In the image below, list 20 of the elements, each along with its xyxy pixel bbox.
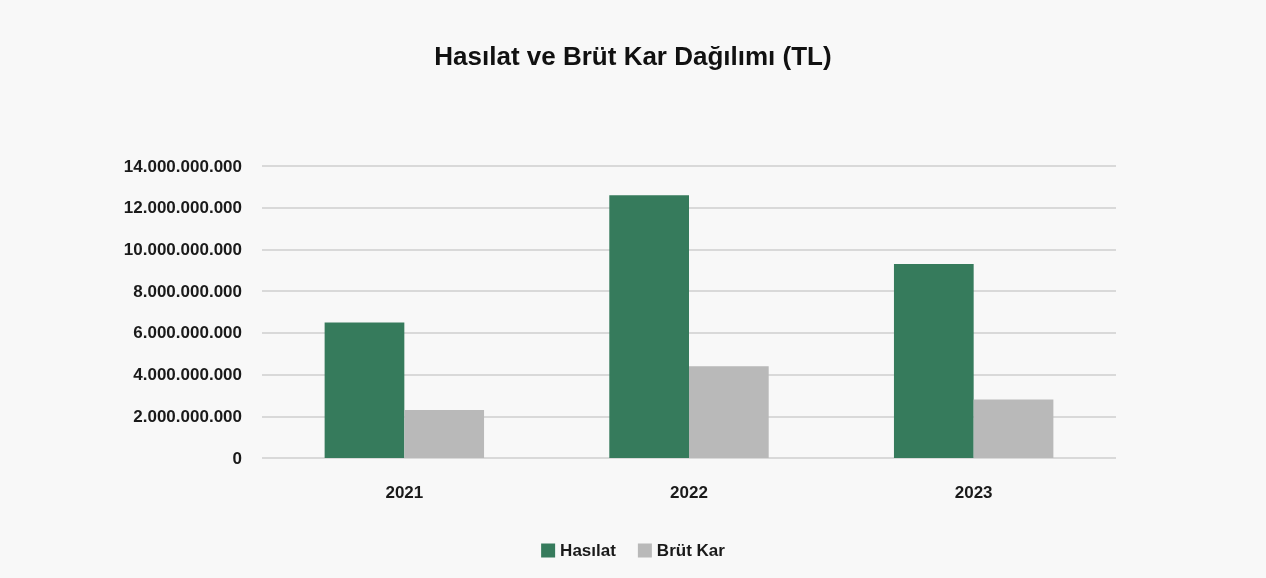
legend-label: Hasılat [560, 541, 617, 560]
y-tick-label: 10.000.000.000 [123, 239, 242, 259]
bar [324, 322, 405, 458]
chart-title: Hasılat ve Brüt Kar Dağılımı (TL) [434, 41, 832, 71]
x-tick-label: 2023 [954, 483, 993, 502]
y-tick-label: 2.000.000.000 [133, 406, 242, 426]
legend-label: Brüt Kar [656, 541, 726, 560]
y-tick-label: 8.000.000.000 [133, 281, 242, 301]
x-tick-label: 2022 [670, 483, 708, 502]
y-tick-label: 0 [232, 448, 242, 468]
bar [893, 264, 974, 458]
bar [973, 399, 1054, 458]
bar [689, 366, 769, 458]
bar [609, 195, 689, 458]
y-tick-label: 14.000.000.000 [123, 156, 242, 176]
x-tick-label: 2021 [385, 483, 424, 502]
y-tick-label: 6.000.000.000 [133, 323, 242, 343]
y-tick-label: 12.000.000.000 [123, 198, 242, 218]
bar [404, 410, 485, 458]
y-tick-label: 4.000.000.000 [133, 365, 242, 385]
